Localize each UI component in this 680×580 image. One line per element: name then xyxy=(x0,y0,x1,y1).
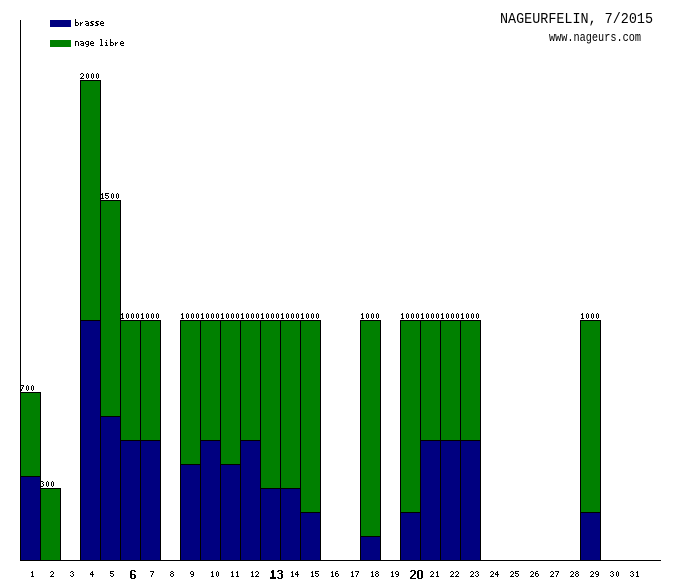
svg-text:NAGEURFELIN, 7/2015: NAGEURFELIN, 7/2015 xyxy=(500,11,653,28)
svg-text:www.nageurs.com: www.nageurs.com xyxy=(549,31,641,45)
